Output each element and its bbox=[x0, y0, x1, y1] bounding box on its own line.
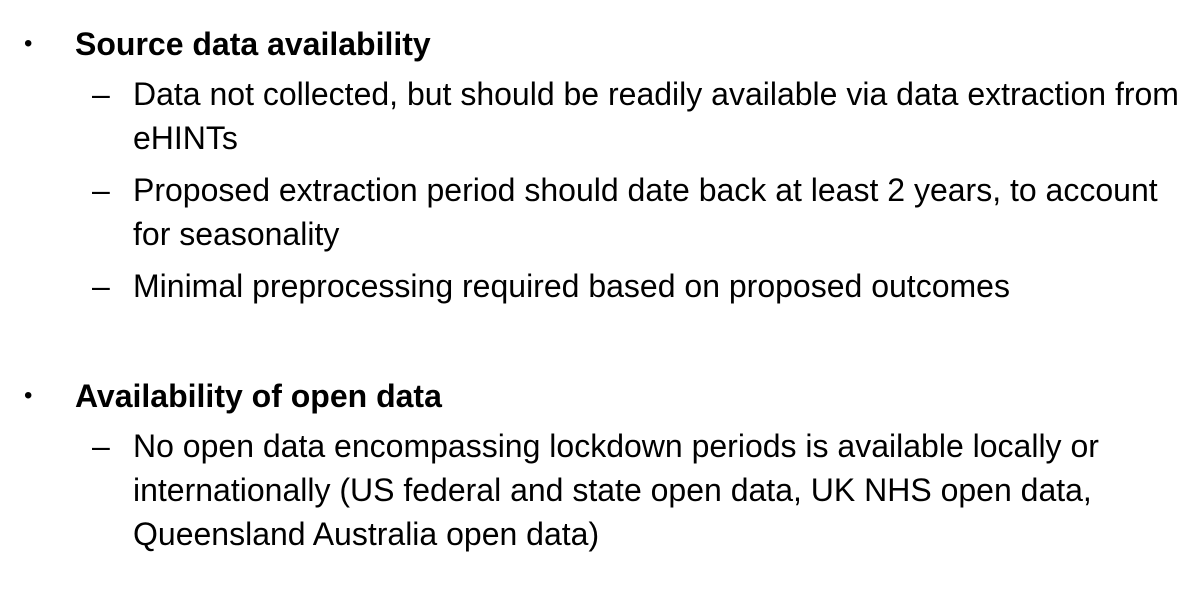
sub-bullet-list: – No open data encompassing lockdown per… bbox=[0, 424, 1192, 556]
bullet-icon: • bbox=[24, 382, 33, 409]
sub-bullet-text: Data not collected, but should be readil… bbox=[133, 76, 1179, 156]
dash-icon: – bbox=[92, 268, 110, 304]
sub-bullet-item: – No open data encompassing lockdown per… bbox=[0, 424, 1192, 556]
dash-icon: – bbox=[92, 76, 110, 112]
bullet-point: • Availability of open data bbox=[0, 374, 1192, 418]
sub-bullet-item: – Proposed extraction period should date… bbox=[0, 168, 1192, 256]
section-heading: Source data availability bbox=[75, 26, 431, 62]
dash-icon: – bbox=[92, 172, 110, 208]
section-source-data: • Source data availability – Data not co… bbox=[0, 22, 1192, 316]
bullet-point: • Source data availability bbox=[0, 22, 1192, 66]
section-open-data: • Availability of open data – No open da… bbox=[0, 374, 1192, 564]
sub-bullet-list: – Data not collected, but should be read… bbox=[0, 72, 1192, 308]
sub-bullet-text: Proposed extraction period should date b… bbox=[133, 172, 1158, 252]
dash-icon: – bbox=[92, 428, 110, 464]
sub-bullet-text: No open data encompassing lockdown perio… bbox=[133, 428, 1099, 552]
sub-bullet-item: – Data not collected, but should be read… bbox=[0, 72, 1192, 160]
bullet-icon: • bbox=[24, 30, 33, 57]
sub-bullet-text: Minimal preprocessing required based on … bbox=[133, 268, 1010, 304]
sub-bullet-item: – Minimal preprocessing required based o… bbox=[0, 264, 1192, 308]
section-heading: Availability of open data bbox=[75, 378, 442, 414]
